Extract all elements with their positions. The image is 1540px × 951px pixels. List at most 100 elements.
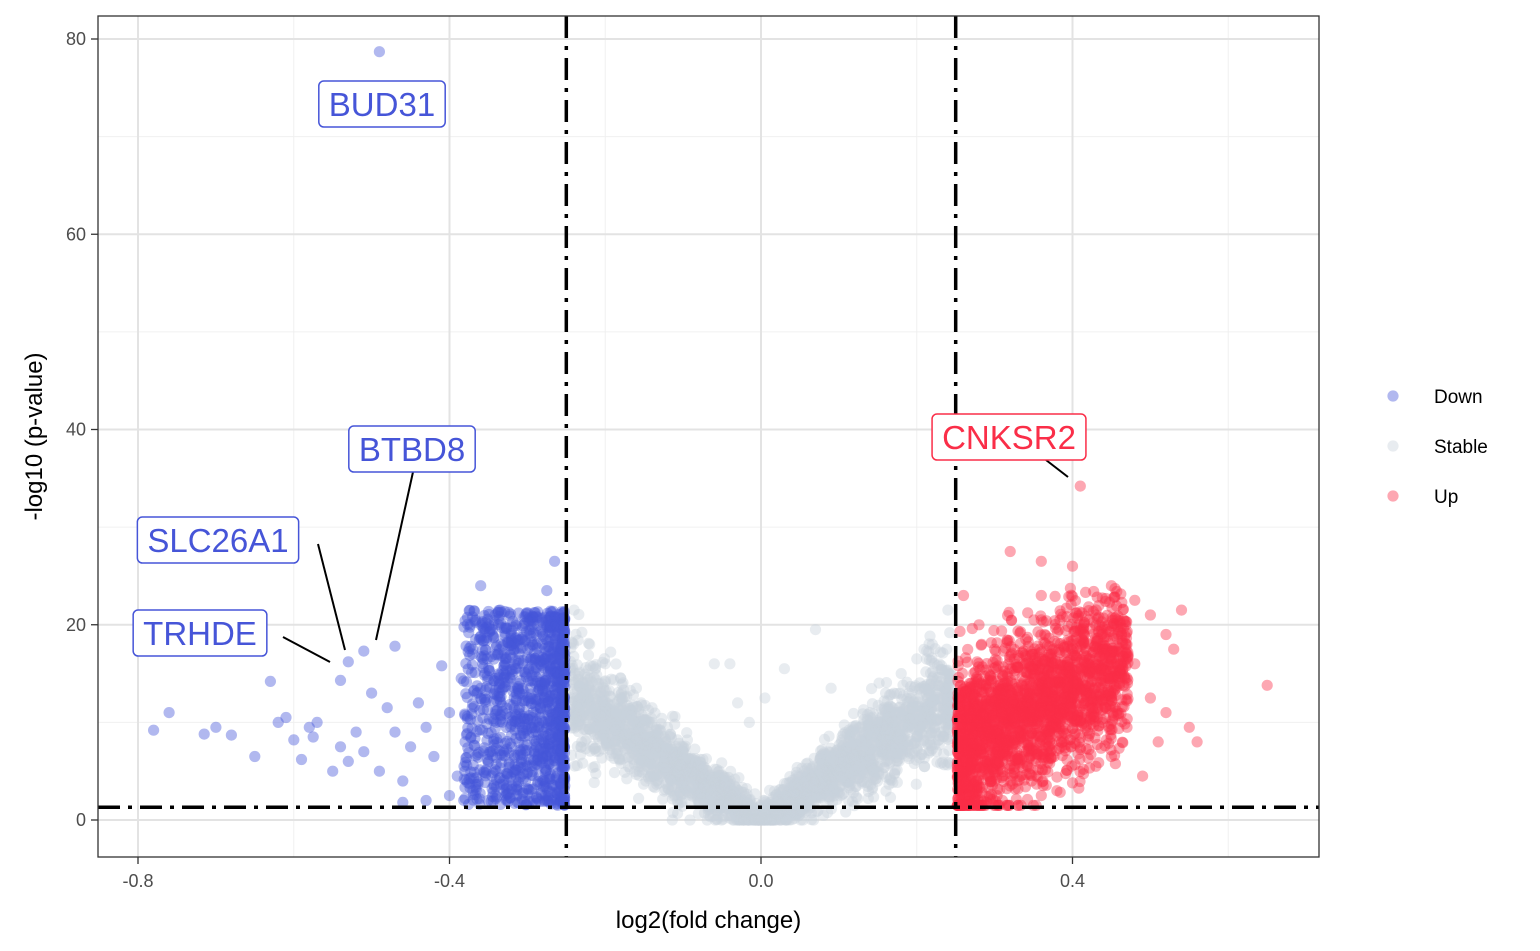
stable-point [776,807,788,819]
stable-point [851,747,863,759]
stable-point [835,765,847,777]
stable-point [618,743,630,755]
stable-point [764,797,776,809]
stable-point [944,668,956,681]
stable-point [757,814,769,826]
stable-point [815,745,827,757]
stable-point [876,733,888,745]
stable-point [790,777,803,789]
down-point [474,724,486,736]
stable-point [932,714,945,726]
stable-point [671,754,683,767]
stable-point [700,792,713,804]
stable-point [880,720,892,732]
stable-point [806,767,818,779]
stable-point [657,746,669,758]
stable-point [870,731,883,743]
stable-point [610,706,622,718]
stable-point [605,673,617,685]
stable-point [777,807,789,819]
stable-point [711,805,723,817]
stable-point [937,647,949,659]
stable-point [694,760,706,773]
stable-point [902,720,914,732]
stable-point [737,814,750,826]
stable-point [855,760,867,772]
stable-point [918,752,930,764]
stable-point [854,755,866,767]
stable-point [923,727,936,739]
stable-point [760,814,773,826]
stable-point [591,712,603,724]
stable-point [871,738,883,750]
stable-point [943,744,955,757]
stable-point [833,757,846,769]
stable-point [583,705,595,717]
stable-point [720,786,732,798]
stable-point [872,722,885,734]
stable-point [676,800,688,812]
stable-point [943,675,955,688]
stable-point [844,775,856,787]
stable-point [647,757,659,769]
stable-point [740,783,753,795]
stable-point [862,786,875,798]
stable-point [677,743,690,756]
stable-point [906,701,918,714]
down-point [466,667,478,679]
stable-point [873,732,886,744]
stable-point [885,739,898,751]
stable-point [593,677,605,689]
stable-point [571,712,584,724]
stable-point [774,793,786,805]
stable-point [847,737,860,749]
stable-point [842,747,854,759]
stable-point [913,724,926,736]
stable-point [828,770,840,782]
stable-point [818,747,830,759]
stable-point [826,766,838,779]
stable-point [765,814,777,826]
stable-point [910,680,922,692]
stable-point [919,699,931,711]
stable-point [945,691,957,703]
stable-point [565,719,577,731]
stable-point [862,718,875,730]
stable-point [758,814,770,826]
stable-point [637,729,649,741]
stable-point [568,688,580,700]
stable-point [621,738,634,750]
stable-point [661,765,673,778]
stable-point [735,813,748,825]
stable-point [810,779,822,791]
stable-point [702,778,714,791]
stable-point [942,664,954,676]
stable-point [627,701,639,713]
stable-point [940,721,953,734]
stable-point [632,720,644,732]
stable-point [685,759,697,771]
stable-point [644,716,656,728]
stable-point [940,719,952,731]
stable-point [610,742,623,754]
stable-point [752,814,764,826]
stable-point [692,770,704,782]
stable-point [621,773,633,785]
stable-point [941,692,953,705]
stable-point [885,732,897,744]
stable-point [844,748,856,760]
stable-point [876,747,889,759]
stable-point [695,756,707,769]
stable-point [669,789,681,801]
stable-point [752,814,764,826]
stable-point [773,790,785,802]
down-point [468,605,480,617]
stable-point [621,740,633,752]
stable-point [570,704,582,716]
stable-point [880,738,893,750]
stable-point [829,785,841,797]
stable-point [598,690,610,702]
stable-point [656,731,668,743]
down-point [459,615,471,627]
